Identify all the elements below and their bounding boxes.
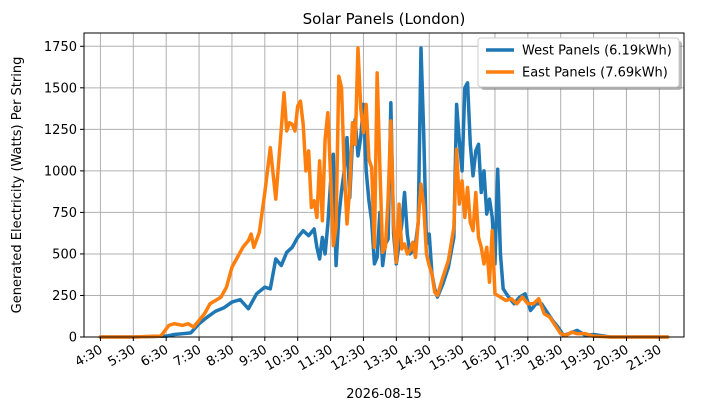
legend-label: East Panels (7.69kWh) <box>522 66 668 81</box>
legend-box <box>477 37 680 88</box>
x-axis-title: 2026-08-15 <box>346 387 422 402</box>
plot-frame <box>83 32 685 338</box>
series-lines <box>98 46 670 339</box>
y-tick-label: 1000 <box>44 164 77 179</box>
y-axis-title: Generated Electricity (Watts) Per String <box>10 57 25 314</box>
grid <box>84 33 684 338</box>
y-tick-label: 1750 <box>44 40 77 55</box>
legend: West Panels (6.19kWh) East Panels (7.69kW… <box>477 37 682 90</box>
y-tick-label: 0 <box>69 331 77 346</box>
y-tick-label: 750 <box>52 206 77 221</box>
y-tick-label: 250 <box>52 289 77 304</box>
y-tick-label: 500 <box>52 247 77 262</box>
y-tick-label: 1250 <box>44 123 77 138</box>
y-tick-label: 1500 <box>44 81 77 96</box>
chart-title: Solar Panels (London) <box>303 10 466 28</box>
legend-label: West Panels (6.19kWh) <box>522 44 672 59</box>
series-line-east-panels <box>98 46 670 339</box>
